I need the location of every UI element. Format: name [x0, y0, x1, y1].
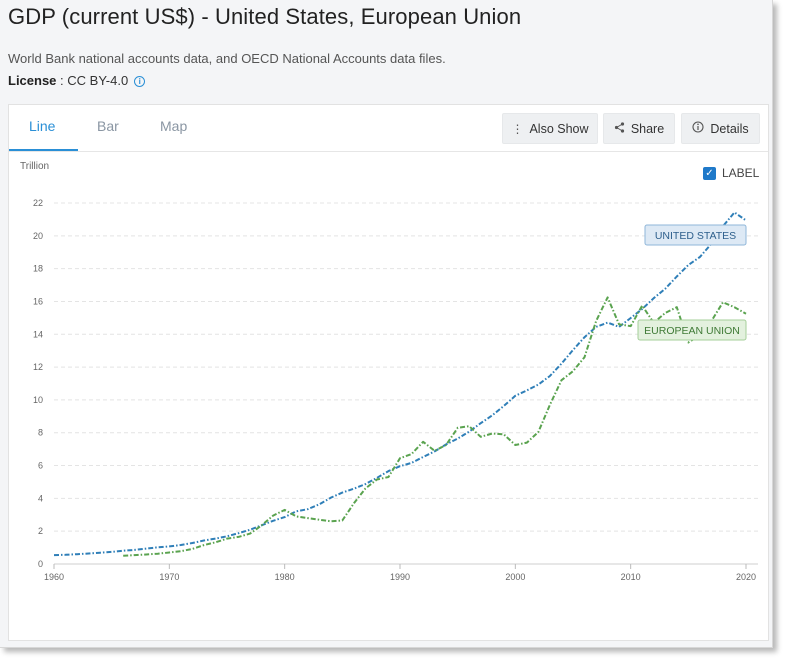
license-label: License	[8, 73, 57, 88]
details-label: Details	[710, 121, 749, 136]
details-button[interactable]: Details	[681, 113, 760, 144]
y-tick-label: 16	[33, 296, 43, 306]
page-frame: GDP (current US$) - United States, Europ…	[0, 0, 773, 648]
series-label-box-european-union	[637, 319, 747, 341]
series-label-united-states: UNITED STATES	[655, 230, 736, 242]
x-tick-label: 2000	[505, 572, 525, 582]
label-toggle-text: LABEL	[722, 166, 760, 180]
also-show-button[interactable]: ⋮ Also Show	[502, 113, 598, 144]
share-label: Share	[630, 121, 665, 136]
y-tick-label: 8	[38, 428, 43, 438]
x-tick-label: 1960	[44, 572, 64, 582]
y-tick-label: 6	[38, 461, 43, 471]
label-toggle[interactable]: ✓ LABEL	[703, 166, 759, 180]
series-line-european-union	[123, 296, 747, 557]
y-tick-label: 14	[33, 329, 43, 339]
share-icon	[614, 121, 625, 136]
y-tick-label: 10	[33, 395, 43, 405]
y-tick-label: 12	[33, 362, 43, 372]
x-tick-label: 1970	[159, 572, 179, 582]
license-line: License : CC BY-4.0 i	[8, 73, 146, 88]
y-tick-label: 18	[33, 264, 43, 274]
y-tick-label: 2	[38, 526, 43, 536]
info-icon[interactable]: i	[134, 76, 146, 87]
x-tick-label: 2020	[736, 572, 756, 582]
x-tick-label: 1980	[275, 572, 295, 582]
y-tick-label: 20	[33, 231, 43, 241]
tab-bar-chart[interactable]: Bar	[97, 118, 119, 134]
info-circle-icon	[692, 121, 704, 136]
share-button[interactable]: Share	[603, 113, 675, 144]
gdp-line-chart: 0 2 4 6 8 10 12 14 16 18 20 22 1960 1970 1980 1990 2000 2…	[33, 198, 758, 582]
y-axis-unit-label: Trillion	[20, 161, 50, 172]
more-vertical-icon: ⋮	[511, 121, 524, 136]
series-line-united-states	[53, 211, 747, 557]
tab-line[interactable]: Line	[29, 118, 56, 134]
chart-panel: Line Bar Map ⋮ Also Show Share Details Tr…	[8, 104, 769, 641]
y-tick-label: 22	[33, 198, 43, 208]
series-label-european-union: EUROPEAN UNION	[644, 325, 740, 337]
x-tick-label: 1990	[390, 572, 410, 582]
checkbox-checked-icon[interactable]: ✓	[703, 166, 716, 180]
tab-map[interactable]: Map	[160, 118, 188, 134]
x-tick-label: 2010	[621, 572, 641, 582]
tab-bar: Line Bar Map ⋮ Also Show Share Details	[9, 105, 768, 152]
page-title: GDP (current US$) - United States, Europ…	[8, 4, 522, 29]
source-note: World Bank national accounts data, and O…	[8, 51, 446, 66]
license-value: : CC BY-4.0	[56, 73, 129, 88]
series-label-box-united-states	[644, 224, 747, 246]
y-tick-label: 4	[38, 493, 43, 503]
y-tick-label: 0	[38, 559, 43, 569]
also-show-label: Also Show	[529, 121, 589, 136]
active-tab-indicator	[9, 149, 78, 151]
